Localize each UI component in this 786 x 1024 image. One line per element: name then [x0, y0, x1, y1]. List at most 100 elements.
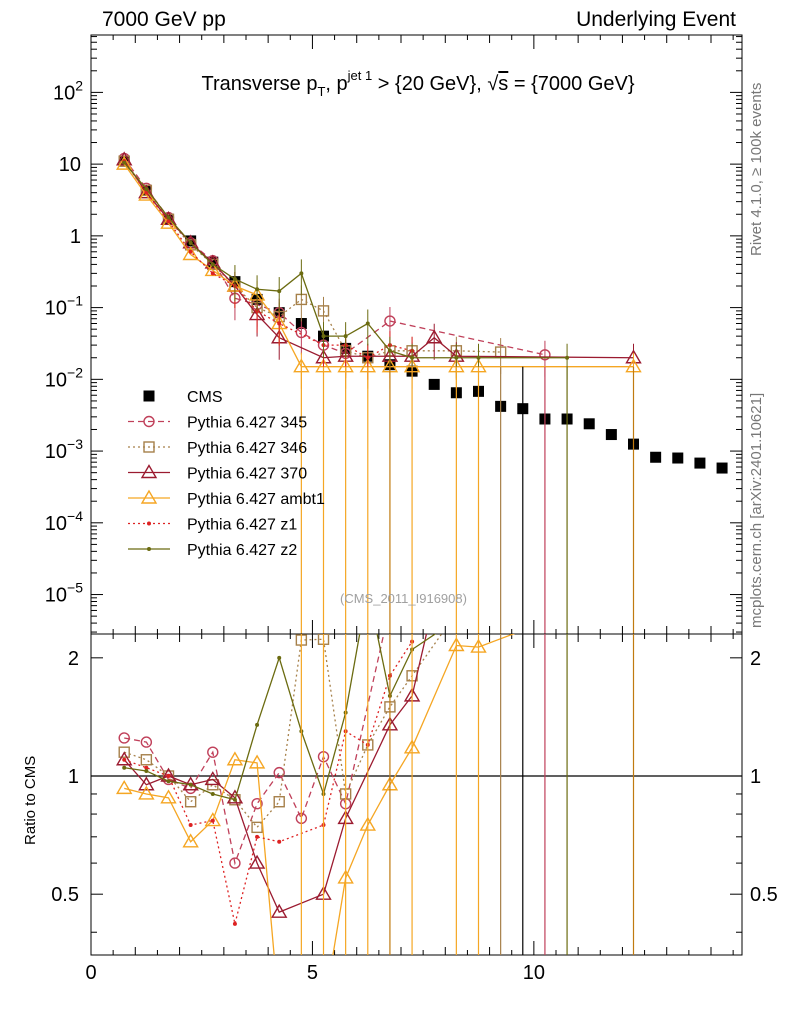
series-6-point — [188, 240, 193, 245]
series-6-point — [565, 355, 570, 360]
series-4-ratio-point — [317, 1005, 331, 1017]
legend-label: Pythia 6.427 370 — [187, 466, 307, 483]
series-6-ratio-point — [210, 791, 215, 796]
series-6-point — [166, 215, 171, 220]
series-2-point — [317, 305, 330, 317]
series-3-ratio-point — [226, 789, 244, 804]
legend: CMS Pythia 6.427 345 Pythia 6.427 346 Pythi… — [128, 389, 325, 559]
y-tick-label: 1 — [70, 226, 81, 248]
legend-label: Pythia 6.427 346 — [187, 440, 307, 457]
series-3-point — [138, 184, 155, 199]
series-6-point — [277, 289, 282, 294]
ratio-frame — [90, 633, 743, 956]
series-5-ratio-point — [166, 774, 171, 779]
series-5-line — [123, 160, 413, 359]
series-1-ratio-point — [140, 736, 153, 748]
series-2-ratio-point — [273, 796, 285, 808]
legend-marker — [143, 441, 155, 453]
series-6-point — [454, 355, 459, 360]
series-6-ratio-point — [255, 722, 260, 727]
series-6-point — [299, 271, 304, 276]
series-5-point — [188, 249, 193, 254]
series-6-ratio-point — [166, 779, 171, 784]
series-4-ratio-point — [138, 785, 155, 800]
legend-label: Pythia 6.427 ambt1 — [187, 491, 325, 508]
ratio-tick-label: 0.5 — [51, 884, 79, 906]
series-6-point — [321, 334, 326, 339]
series-3-ratio-point — [115, 751, 133, 766]
series-6-ratio-point — [232, 797, 237, 802]
y-tick-label: 10−2 — [45, 364, 83, 391]
rivet-version-label: Rivet 4.1.0, ≥ 100k events — [748, 82, 765, 256]
ratio-tick-label-right: 0.5 — [750, 884, 778, 906]
ratio-data — [115, 634, 635, 1017]
series-2-ratio-point — [118, 746, 130, 758]
series-1-ratio-point — [229, 857, 241, 869]
series-1-ratio-point — [273, 766, 285, 779]
series-5-point — [144, 190, 149, 195]
mcplots-label: mcplots.cern.ch [arXiv:2401.10621] — [748, 392, 765, 628]
series-3-point — [425, 329, 443, 344]
series-3-ratio-point — [248, 854, 266, 869]
ratio-tick-label-right: 2 — [750, 648, 761, 670]
ratio-plot: 0 5 10 0.5 0.5 1 1 2 2 — [51, 633, 778, 1017]
y-tick-label: 10 — [59, 154, 81, 176]
series-6-point — [255, 287, 260, 292]
series-1-ratio-point — [118, 732, 130, 744]
series-5-ratio-point — [255, 834, 260, 839]
header-left: 7000 GeV pp — [102, 8, 226, 31]
series-5-ratio-point — [122, 757, 127, 762]
series-4-point — [204, 262, 222, 277]
series-1-ratio-point — [251, 798, 263, 810]
series-0-point — [583, 418, 595, 430]
series-5-ratio-point — [277, 839, 282, 844]
series-1-ratio-point — [207, 746, 219, 758]
series-5-ratio-point — [144, 765, 149, 770]
y-tick-label: 102 — [53, 77, 83, 104]
series-5-ratio-point — [210, 818, 215, 823]
series-6-ratio-point — [188, 782, 193, 787]
series-2-ratio-point — [140, 754, 153, 766]
legend-marker — [147, 547, 151, 551]
series-4-ratio-point — [294, 1005, 308, 1017]
series-2-ratio-point — [184, 796, 197, 808]
y-tick-label: 10−3 — [45, 436, 83, 463]
series-6-point — [365, 321, 370, 326]
legend-marker — [147, 521, 151, 526]
legend-marker — [140, 464, 158, 479]
series-0-point — [605, 429, 617, 441]
series-2-ratio-point — [251, 821, 263, 834]
legend-label: CMS — [187, 389, 223, 406]
series-3-ratio-point — [138, 776, 155, 791]
series-4-ratio-point — [160, 789, 177, 804]
series-0-point — [694, 457, 706, 469]
series-6-point — [210, 262, 215, 267]
series-6-ratio-point — [144, 768, 149, 773]
series-4-point — [115, 155, 133, 170]
series-6-point — [410, 355, 415, 360]
series-3-ratio-point — [270, 903, 288, 918]
series-3-line — [123, 159, 634, 359]
main-plot: 102 10 1 10−1 10−2 10−3 10−4 10−5 — [45, 34, 743, 635]
series-4-point — [182, 246, 199, 261]
ratio-tick-label-right: 1 — [750, 766, 761, 788]
main-data — [115, 151, 728, 634]
series-4-ratio-point — [248, 754, 266, 769]
chart-title: Transverse pT, pjet 1 > {20 GeV}, √s = {… — [201, 68, 634, 99]
ratio-tick-label: 2 — [68, 648, 79, 670]
series-4-ratio-point — [182, 833, 199, 848]
legend-marker — [143, 415, 155, 428]
series-6-point — [122, 160, 127, 165]
series-6-point — [343, 334, 348, 339]
legend-marker — [143, 390, 155, 402]
legend-marker — [140, 489, 158, 504]
y-tick-label: 10−1 — [45, 293, 83, 320]
legend-label: Pythia 6.427 z1 — [187, 517, 297, 534]
series-4-ratio-point — [115, 779, 133, 795]
series-2-line — [123, 160, 501, 359]
series-3-ratio-point — [204, 771, 222, 786]
series-0-point — [650, 451, 662, 463]
series-6-point — [476, 355, 481, 360]
series-1-point — [539, 349, 551, 361]
